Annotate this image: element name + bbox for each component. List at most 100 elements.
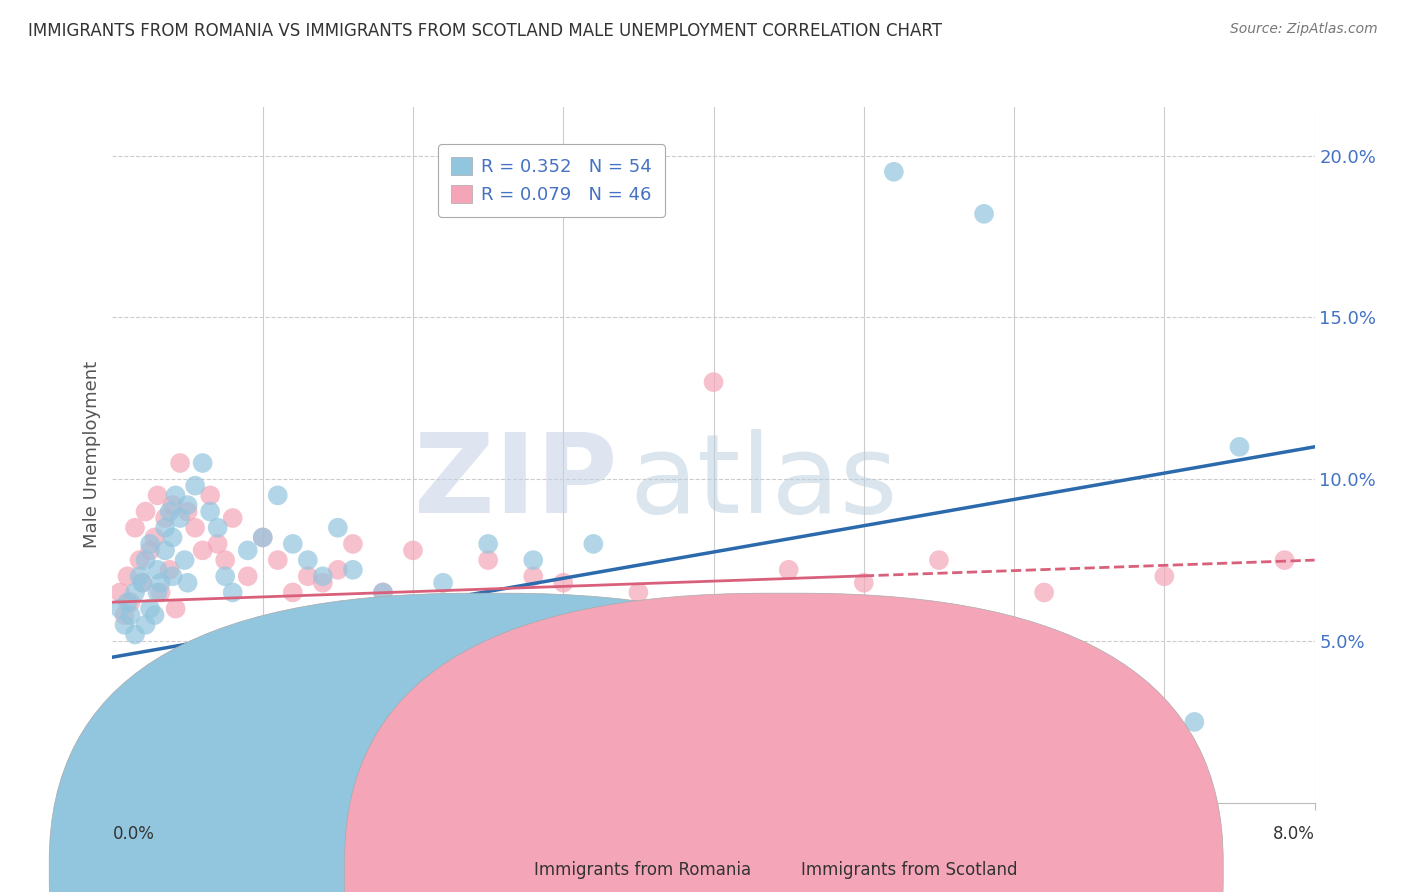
Point <box>973 207 995 221</box>
Point <box>162 569 184 583</box>
Point <box>778 634 800 648</box>
Point <box>522 569 544 583</box>
Point <box>1033 585 1056 599</box>
Point <box>120 595 142 609</box>
Y-axis label: Male Unemployment: Male Unemployment <box>83 361 101 549</box>
Point <box>149 585 172 599</box>
Point <box>477 553 499 567</box>
Point <box>135 504 157 518</box>
Text: Immigrants from Romania: Immigrants from Romania <box>534 861 751 879</box>
Point <box>477 537 499 551</box>
Text: atlas: atlas <box>630 429 898 536</box>
Point <box>191 456 214 470</box>
Point <box>207 537 229 551</box>
Point <box>131 575 153 590</box>
Point <box>139 537 162 551</box>
Point <box>153 521 176 535</box>
Point <box>159 504 181 518</box>
Point <box>402 601 425 615</box>
Point <box>162 498 184 512</box>
Point <box>281 585 304 599</box>
Point <box>169 456 191 470</box>
Point <box>149 575 172 590</box>
Point <box>852 575 875 590</box>
Point <box>214 553 236 567</box>
Point <box>267 488 290 502</box>
Point <box>198 504 221 518</box>
Legend: R = 0.352   N = 54, R = 0.079   N = 46: R = 0.352 N = 54, R = 0.079 N = 46 <box>437 144 665 217</box>
Point <box>128 553 150 567</box>
Point <box>312 575 335 590</box>
Point <box>176 575 198 590</box>
Point <box>146 488 169 502</box>
Point <box>883 165 905 179</box>
Point <box>207 521 229 535</box>
Point <box>371 585 394 599</box>
Point <box>297 553 319 567</box>
Text: 8.0%: 8.0% <box>1272 825 1315 843</box>
Point <box>267 553 290 567</box>
Point <box>153 511 176 525</box>
Point <box>135 617 157 632</box>
Point <box>108 585 131 599</box>
Text: Source: ZipAtlas.com: Source: ZipAtlas.com <box>1230 22 1378 37</box>
Point <box>1229 440 1251 454</box>
Point <box>165 601 187 615</box>
Point <box>128 569 150 583</box>
Point <box>236 543 259 558</box>
Point <box>162 531 184 545</box>
Point <box>553 575 575 590</box>
Point <box>342 563 364 577</box>
Point <box>135 553 157 567</box>
Point <box>146 585 169 599</box>
Point <box>143 531 166 545</box>
Point <box>124 585 146 599</box>
Point <box>176 498 198 512</box>
Point <box>432 595 454 609</box>
Point <box>823 640 845 655</box>
Point <box>702 375 725 389</box>
Text: Immigrants from Scotland: Immigrants from Scotland <box>801 861 1018 879</box>
Point <box>582 537 605 551</box>
Point <box>222 585 245 599</box>
Point <box>312 569 335 583</box>
Point <box>1184 714 1206 729</box>
Point <box>297 569 319 583</box>
Point <box>124 627 146 641</box>
Text: ZIP: ZIP <box>413 429 617 536</box>
Point <box>117 569 139 583</box>
Point <box>252 531 274 545</box>
Point <box>326 563 349 577</box>
Point <box>165 488 187 502</box>
Point <box>131 575 153 590</box>
Point <box>120 608 142 623</box>
Point <box>117 595 139 609</box>
Point <box>402 543 425 558</box>
Point <box>778 563 800 577</box>
Text: IMMIGRANTS FROM ROMANIA VS IMMIGRANTS FROM SCOTLAND MALE UNEMPLOYMENT CORRELATIO: IMMIGRANTS FROM ROMANIA VS IMMIGRANTS FR… <box>28 22 942 40</box>
Point <box>139 543 162 558</box>
Point <box>108 601 131 615</box>
Point <box>627 585 650 599</box>
Point <box>1153 569 1175 583</box>
Point <box>114 617 136 632</box>
Point <box>176 504 198 518</box>
Text: 0.0%: 0.0% <box>112 825 155 843</box>
Point <box>281 537 304 551</box>
Point <box>139 601 162 615</box>
Point <box>146 563 169 577</box>
Point <box>371 585 394 599</box>
Point <box>1274 553 1296 567</box>
Point <box>143 608 166 623</box>
Point <box>173 553 195 567</box>
Point <box>522 553 544 567</box>
Point <box>733 660 755 674</box>
Point <box>222 511 245 525</box>
Point <box>627 650 650 665</box>
Point <box>326 521 349 535</box>
Point <box>214 569 236 583</box>
Point <box>432 575 454 590</box>
Point <box>198 488 221 502</box>
Point <box>184 478 207 492</box>
Point <box>169 511 191 525</box>
